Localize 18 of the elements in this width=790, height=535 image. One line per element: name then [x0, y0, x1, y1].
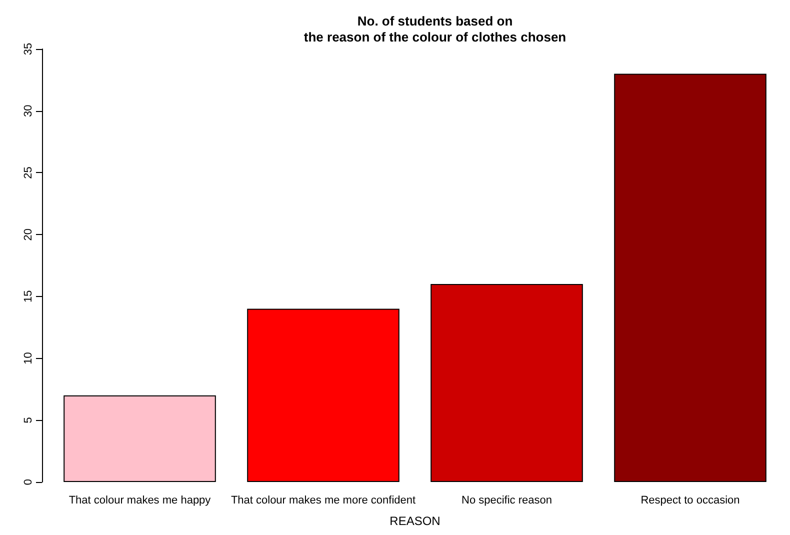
x-tick-label: No specific reason	[462, 494, 552, 506]
y-tick-label: 0	[22, 478, 34, 486]
y-tick-label: 5	[22, 417, 34, 424]
bar	[614, 74, 766, 482]
y-tick-label: 25	[22, 166, 34, 179]
bar	[247, 308, 400, 482]
y-tick-label: 30	[22, 104, 34, 117]
y-tick-label: 10	[22, 352, 34, 364]
x-tick-label: Respect to occasion	[640, 494, 740, 506]
x-tick-label: That colour makes me happy	[68, 494, 212, 506]
x-axis-title: REASON	[390, 514, 440, 528]
x-tick-label: That colour makes me more confident	[230, 494, 416, 506]
bar	[64, 395, 216, 482]
y-tick-label: 35	[22, 42, 34, 56]
bar	[430, 284, 583, 482]
y-tick-label: 20	[22, 228, 34, 241]
chart-title: No. of students based on the reason of the colour of clothes chosen	[304, 14, 566, 44]
y-tick-label: 15	[22, 290, 34, 303]
